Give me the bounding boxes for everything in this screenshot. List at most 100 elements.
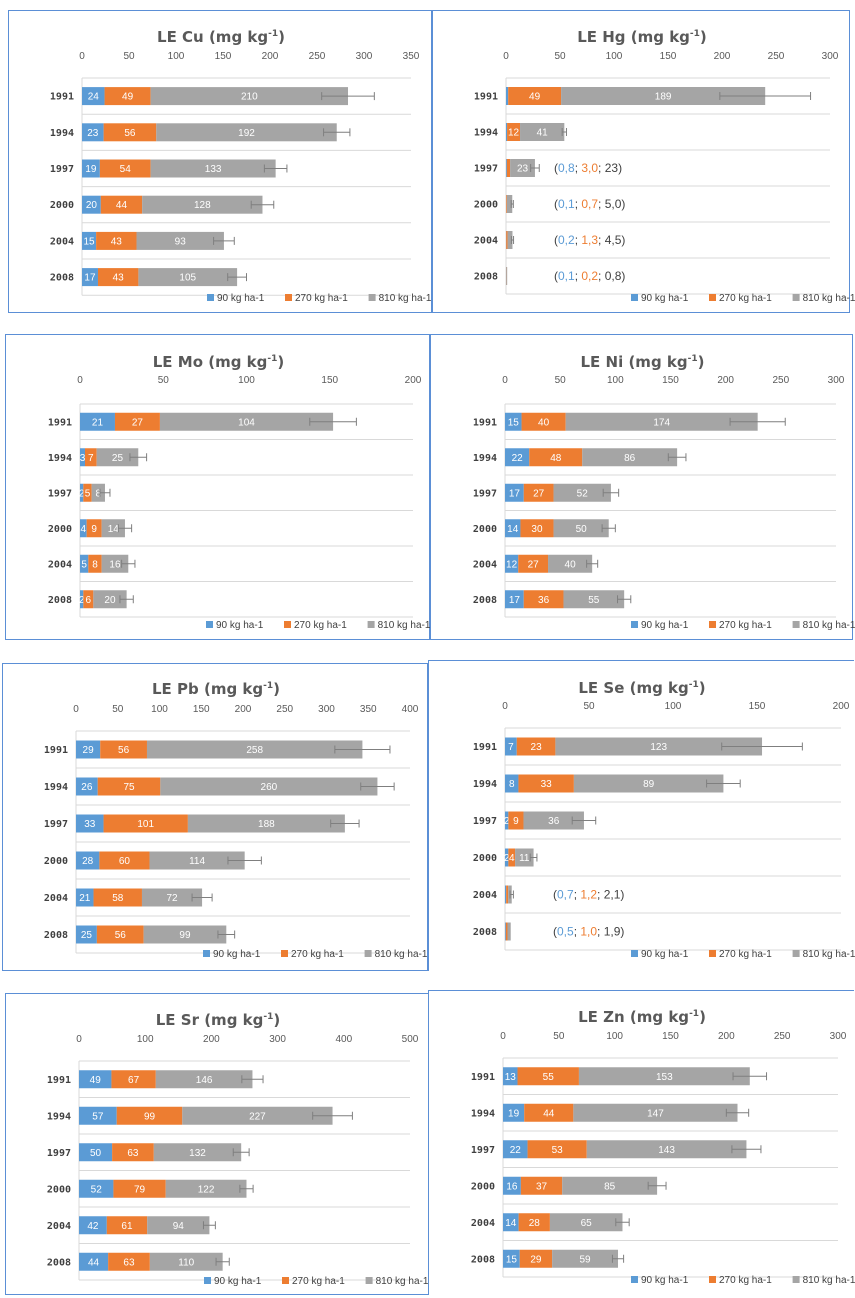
data-label: 24: [88, 92, 100, 103]
value-note-part: 0,8: [558, 161, 575, 175]
y-tick-label: 2008: [48, 595, 72, 606]
data-label: 20: [86, 200, 98, 211]
legend-label: 270 kg ha-1: [295, 293, 348, 304]
bar-s810: [155, 1070, 253, 1089]
data-label: 67: [128, 1075, 140, 1086]
data-label: 174: [653, 417, 670, 428]
bar-s270: [103, 123, 157, 142]
bar-s90: [505, 448, 530, 467]
bar-s90: [76, 888, 94, 907]
value-note-part: ; 2,1): [597, 888, 624, 902]
legend-label: 90 kg ha-1: [641, 949, 689, 960]
value-note-part: ;: [574, 888, 581, 902]
x-tick-label: 300: [269, 1034, 286, 1045]
bar-s270: [508, 848, 516, 867]
bar-s810: [149, 1252, 223, 1271]
chart-title-element: LE Sr: [156, 1011, 204, 1029]
legend-label: 810 kg ha-1: [803, 293, 855, 304]
data-label: 12: [506, 559, 518, 570]
chart-title-element: LE Hg: [577, 28, 631, 46]
y-tick-label: 1994: [48, 453, 72, 464]
x-tick-label: 250: [309, 51, 326, 62]
bar-s270: [518, 554, 549, 573]
data-label: 7: [88, 453, 94, 464]
data-label: 40: [538, 417, 550, 428]
bar-s810: [578, 1067, 750, 1086]
y-tick-label: 1997: [47, 1148, 71, 1159]
bar-s810: [506, 267, 508, 285]
legend-swatch-s810: [364, 950, 372, 957]
legend-label: 90 kg ha-1: [213, 949, 261, 960]
value-note-part: (: [554, 269, 558, 283]
bar-s810: [553, 519, 609, 538]
data-label: 63: [123, 1257, 135, 1268]
data-label: 72: [166, 893, 178, 904]
data-label: 56: [115, 930, 127, 941]
y-tick-label: 2004: [44, 893, 68, 904]
data-label: 114: [189, 856, 205, 867]
data-label: 55: [543, 1072, 555, 1083]
data-label: 19: [508, 1108, 520, 1119]
bar-s810: [101, 554, 129, 573]
data-label: 17: [509, 595, 521, 606]
value-note-part: 0,7: [557, 888, 574, 902]
data-label: 89: [643, 779, 655, 790]
bar-s90: [79, 1252, 109, 1271]
data-label: 110: [178, 1257, 194, 1268]
x-tick-label: 100: [606, 1031, 623, 1042]
data-label: 94: [173, 1221, 185, 1232]
data-label: 25: [81, 930, 93, 941]
bar-s810: [150, 159, 276, 178]
chart-title-exponent: -1: [263, 1012, 273, 1022]
x-tick-label: 100: [168, 51, 185, 62]
legend-label: 810 kg ha-1: [375, 949, 428, 960]
data-label: 40: [565, 559, 577, 570]
bar-s90: [82, 87, 105, 106]
chart-title-unit: (mg kg: [204, 680, 263, 698]
bar-s270: [96, 231, 137, 250]
y-tick-label: 1997: [473, 488, 497, 499]
data-label: 61: [121, 1221, 133, 1232]
legend-swatch-s90: [631, 950, 638, 957]
y-tick-label: 2000: [471, 1181, 495, 1192]
chart-title: LE Zn (mg kg-1): [578, 1008, 706, 1026]
bar-s90: [80, 448, 85, 467]
chart-title-exponent: -1: [263, 681, 273, 691]
bar-s270: [103, 814, 188, 833]
chart-panel-pb: LE Pb (mg kg-1) 0 50 100 150 200 250 300 350 400 1…: [2, 663, 428, 971]
x-tick-label: 250: [774, 1031, 791, 1042]
chart-title-exponent: -1: [689, 1009, 699, 1019]
bar-s90: [76, 777, 98, 796]
legend-label: 90 kg ha-1: [216, 620, 264, 631]
chart-svg-pb: LE Pb (mg kg-1) 0 50 100 150 200 250 300 350 400 1…: [44, 680, 428, 960]
x-tick-label: 200: [262, 51, 279, 62]
bar-s90: [76, 851, 100, 870]
data-label: 132: [189, 1148, 206, 1159]
x-tick-label: 0: [76, 1034, 82, 1045]
legend-label: 90 kg ha-1: [641, 620, 689, 631]
data-label: 44: [543, 1108, 555, 1119]
data-label: 85: [604, 1181, 616, 1192]
value-note: (0,1; 0,7; 5,0): [554, 197, 625, 211]
bar-s810: [520, 123, 565, 141]
x-tick-label: 200: [405, 375, 422, 386]
legend-swatch-s90: [203, 950, 210, 957]
bar-s270: [100, 740, 147, 759]
bar-s90: [503, 1249, 520, 1268]
bar-s270: [88, 554, 102, 573]
data-label: 49: [122, 92, 134, 103]
x-tick-label: 200: [235, 704, 252, 715]
bar-s810: [160, 777, 378, 796]
bar-s270: [506, 885, 509, 904]
value-note-part: 0,1: [558, 197, 575, 211]
bar-s810: [510, 159, 535, 177]
value-note-part: 1,2: [580, 888, 597, 902]
data-label: 104: [238, 417, 255, 428]
y-tick-label: 2004: [473, 890, 497, 901]
legend-swatch-s810: [792, 621, 800, 628]
bar-s810: [165, 1179, 247, 1198]
legend-label: 810 kg ha-1: [803, 1275, 855, 1286]
x-tick-label: 200: [717, 375, 734, 386]
data-label: 28: [82, 856, 94, 867]
bar-s90: [505, 885, 507, 904]
